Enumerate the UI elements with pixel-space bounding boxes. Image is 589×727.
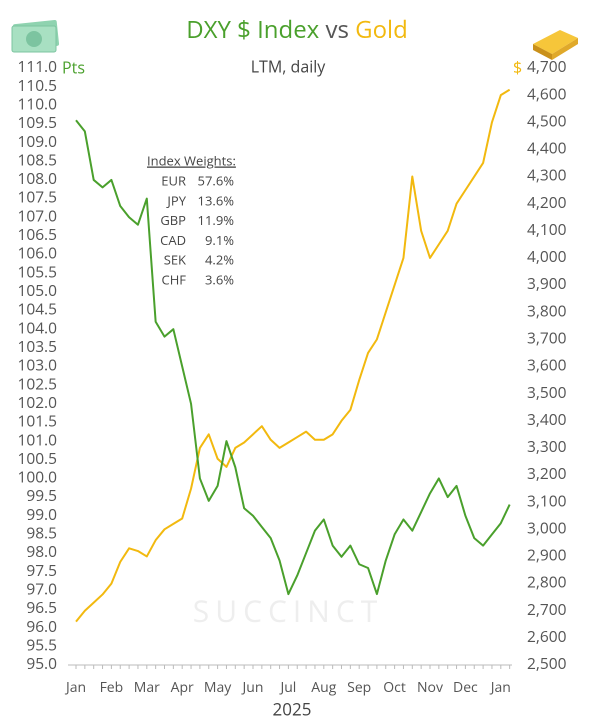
y2-tick-label: 4,500 xyxy=(527,109,567,131)
y-tick-label: 106.0 xyxy=(17,242,57,264)
y-tick-label: 111.0 xyxy=(17,55,57,77)
y-tick-label: 97.0 xyxy=(26,578,57,600)
x-tick-label: Nov xyxy=(417,678,443,697)
y2-tick-label: 3,200 xyxy=(527,462,567,484)
y-tick-label: 106.5 xyxy=(17,223,57,245)
y-tick-label: 100.5 xyxy=(17,447,57,469)
x-tick-label: Apr xyxy=(171,678,194,697)
y-tick-label: 99.0 xyxy=(26,503,57,525)
y-tick-label: 108.0 xyxy=(17,167,57,189)
x-tick-label: Jul xyxy=(278,678,296,697)
x-tick-label: May xyxy=(204,678,232,697)
weight-currency: EUR xyxy=(161,171,186,189)
x-tick-label: Aug xyxy=(311,678,336,697)
y2-axis-label: $ xyxy=(513,56,522,78)
y-tick-label: 101.0 xyxy=(17,428,57,450)
weight-value: 4.2% xyxy=(205,251,234,269)
title-part: vs xyxy=(325,13,348,46)
y-tick-label: 109.5 xyxy=(17,111,57,133)
y-tick-label: 98.5 xyxy=(26,522,57,544)
y-tick-label: 95.5 xyxy=(26,633,57,655)
chart-title: DXY $ Index vs Gold xyxy=(186,13,408,46)
y-tick-label: 96.0 xyxy=(26,615,57,637)
title-part: Gold xyxy=(355,13,408,46)
weight-value: 11.9% xyxy=(198,211,235,229)
y-tick-label: 103.5 xyxy=(17,335,57,357)
y2-tick-label: 3,300 xyxy=(527,435,567,457)
x-tick-label: Dec xyxy=(453,678,478,697)
y2-tick-label: 4,200 xyxy=(527,191,567,213)
weight-currency: JPY xyxy=(165,191,186,209)
y-tick-label: 109.0 xyxy=(17,130,57,152)
y2-tick-label: 4,000 xyxy=(527,245,567,267)
y2-tick-label: 3,600 xyxy=(527,354,567,376)
y-tick-label: 110.0 xyxy=(17,92,57,114)
weight-value: 3.6% xyxy=(205,270,234,288)
y2-tick-label: 4,100 xyxy=(527,218,567,240)
y2-tick-label: 3,800 xyxy=(527,299,567,321)
x-tick-label: Jan xyxy=(489,678,511,697)
y2-tick-label: 2,700 xyxy=(527,598,567,620)
y2-tick-label: 2,900 xyxy=(527,544,567,566)
weight-currency: CHF xyxy=(162,270,187,288)
y-tick-label: 98.0 xyxy=(26,540,57,562)
y-tick-label: 103.0 xyxy=(17,354,57,376)
y2-tick-label: 3,100 xyxy=(527,489,567,511)
y-tick-label: 99.5 xyxy=(26,484,57,506)
x-axis-label: 2025 xyxy=(273,698,312,721)
x-tick-label: Sep xyxy=(347,678,371,697)
x-tick-label: Jun xyxy=(241,678,264,697)
y2-tick-label: 2,500 xyxy=(527,652,567,674)
money-icon xyxy=(11,19,60,53)
y2-tick-label: 3,700 xyxy=(527,327,567,349)
y-tick-label: 101.5 xyxy=(17,410,57,432)
weight-currency: GBP xyxy=(160,211,186,229)
weight-currency: CAD xyxy=(160,231,186,249)
weight-value: 13.6% xyxy=(198,191,235,209)
y2-tick-label: 2,600 xyxy=(527,625,567,647)
x-tick-label: Feb xyxy=(100,678,124,697)
y2-tick-label: 3,900 xyxy=(527,272,567,294)
y-tick-label: 97.5 xyxy=(26,559,57,581)
y2-tick-label: 3,500 xyxy=(527,381,567,403)
y-tick-label: 104.0 xyxy=(17,316,57,338)
weight-value: 9.1% xyxy=(205,231,234,249)
title-part: DXY $ Index xyxy=(186,13,319,46)
y-tick-label: 100.0 xyxy=(17,466,57,488)
watermark: SUCCINCT xyxy=(193,590,384,631)
y2-tick-label: 4,700 xyxy=(527,55,567,77)
y2-tick-label: 3,000 xyxy=(527,516,567,538)
y2-tick-label: 4,600 xyxy=(527,82,567,104)
y-tick-label: 108.5 xyxy=(17,148,57,170)
y2-tick-label: 3,400 xyxy=(527,408,567,430)
y-tick-label: 95.0 xyxy=(26,652,57,674)
x-tick-label: Jan xyxy=(64,678,86,697)
y2-tick-label: 4,300 xyxy=(527,164,567,186)
y-tick-label: 105.0 xyxy=(17,279,57,301)
y2-tick-label: 2,800 xyxy=(527,571,567,593)
subtitle: LTM, daily xyxy=(251,55,327,77)
y-tick-label: 102.5 xyxy=(17,372,57,394)
y-tick-label: 96.5 xyxy=(26,596,57,618)
y-tick-label: 102.0 xyxy=(17,391,57,413)
y-tick-label: 110.5 xyxy=(17,74,57,96)
y-axis-label: Pts xyxy=(62,56,85,78)
y-tick-label: 107.5 xyxy=(17,186,57,208)
y-tick-label: 105.5 xyxy=(17,260,57,282)
weights-title: Index Weights: xyxy=(147,151,236,169)
y2-tick-label: 4,400 xyxy=(527,137,567,159)
x-tick-label: Mar xyxy=(134,678,160,697)
series-line xyxy=(75,119,511,596)
series-line xyxy=(75,88,511,623)
gold-icon xyxy=(533,30,578,60)
weight-value: 57.6% xyxy=(198,171,235,189)
y-tick-label: 107.0 xyxy=(17,204,57,226)
y-tick-label: 104.5 xyxy=(17,298,57,320)
x-tick-label: Oct xyxy=(383,678,406,697)
weight-currency: SEK xyxy=(164,251,186,269)
